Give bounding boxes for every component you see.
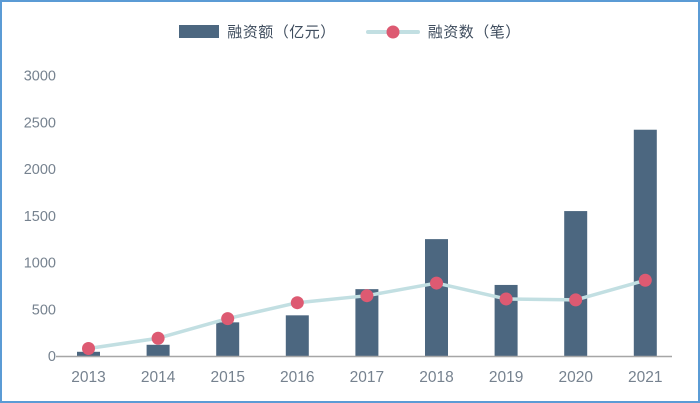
y-axis-tick-label: 0 (48, 349, 56, 365)
bar-2018 (425, 239, 448, 356)
line-marker-2021 (638, 273, 652, 287)
bar-series-label: 融资额（亿元） (227, 24, 336, 41)
line-series-swatch-icon (365, 25, 420, 38)
y-axis-tick-label: 1500 (24, 209, 56, 225)
chart-legend: 融资额（亿元） 融资数（笔） (0, 21, 700, 42)
line-marker-2019 (499, 292, 513, 306)
bar-2017 (355, 289, 379, 356)
legend-item-bar-series: 融资额（亿元） (179, 21, 336, 42)
line-marker-2020 (569, 293, 583, 307)
y-axis-tick-label: 2000 (24, 162, 56, 178)
bar-2016 (285, 315, 309, 356)
bar-2021 (633, 129, 657, 356)
bar-2014 (146, 344, 170, 356)
bar-series-swatch-icon (179, 25, 220, 38)
x-axis-tick-label: 2014 (141, 369, 176, 386)
line-marker-2017 (360, 289, 374, 303)
x-axis-tick-label: 2016 (280, 369, 314, 386)
bar-2019 (494, 284, 518, 356)
legend-item-line-series: 融资数（笔） (365, 21, 521, 42)
y-axis-tick-label: 1000 (24, 256, 56, 272)
bar-2020 (564, 211, 588, 356)
line-marker-2014 (151, 331, 165, 345)
x-axis-tick-label: 2020 (558, 369, 593, 386)
x-axis-tick-label: 2019 (489, 369, 523, 386)
y-axis-tick-label: 2500 (24, 115, 56, 131)
line-series-marker-icon (386, 25, 400, 38)
line-marker-2015 (221, 312, 235, 326)
x-axis-tick-label: 2017 (350, 369, 384, 386)
y-axis-tick-label: 500 (32, 302, 56, 318)
x-axis-tick-label: 2021 (628, 369, 662, 386)
line-marker-2018 (430, 276, 443, 290)
line-marker-2016 (290, 296, 304, 310)
x-axis-tick-label: 2013 (71, 369, 105, 386)
x-axis-tick-label: 2018 (419, 369, 453, 386)
y-axis-tick-label: 3000 (24, 69, 56, 85)
line-series-label: 融资数（笔） (427, 24, 521, 41)
bar-2015 (216, 322, 240, 356)
line-marker-2013 (82, 342, 95, 356)
x-axis-tick-label: 2015 (210, 369, 244, 386)
